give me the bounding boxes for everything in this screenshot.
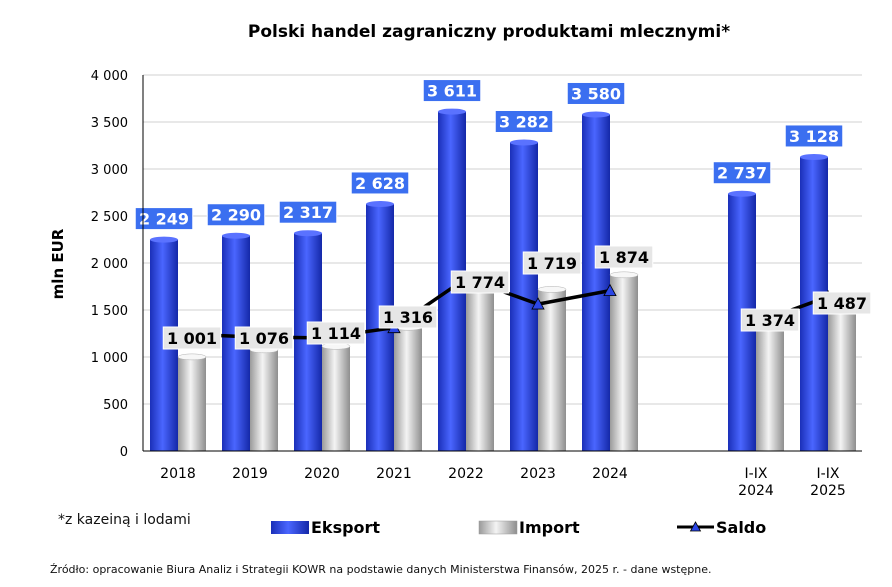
data-label-eksport-6: 3 580 [571, 84, 621, 103]
data-label-import-6: 1 874 [599, 248, 649, 267]
data-label-eksport-3: 2 628 [355, 174, 405, 193]
bar-cap-eksport-4 [438, 108, 466, 115]
bar-cap-eksport-1 [222, 232, 250, 239]
x-tick-label-1: 2019 [232, 466, 268, 482]
y-tick-label-6: 3 000 [91, 163, 128, 178]
bar-cap-import-5 [537, 286, 567, 293]
bar-cap-eksport-8 [800, 153, 828, 160]
y-tick-label-5: 2 500 [91, 210, 128, 225]
data-label-eksport-4: 3 611 [427, 82, 477, 101]
data-label-eksport-2-box [278, 200, 338, 224]
x-tick-label-7-line-1: 2024 [738, 483, 774, 499]
legend: Eksport Import Saldo [271, 518, 766, 537]
bar-import-2021 [394, 327, 422, 451]
bar-cap-import-0 [177, 353, 207, 361]
data-label-import-6-box [594, 245, 654, 269]
y-tick-label-1: 500 [103, 398, 128, 413]
y-axis-label: mln EUR [49, 228, 67, 299]
bar-cap-eksport-5 [510, 139, 538, 146]
data-label-eksport-6-box [566, 81, 626, 105]
data-label-import-5: 1 719 [527, 254, 577, 273]
x-tick-label-6: 2024 [592, 466, 628, 482]
data-label-import-8-box [812, 291, 872, 315]
data-label-eksport-0-box [134, 207, 194, 231]
bar-cap-eksport-0 [150, 236, 178, 243]
legend-label-eksport: Eksport [311, 518, 380, 537]
x-tick-label-0: 2018 [160, 466, 196, 482]
data-label-import-8: 1 487 [817, 294, 867, 313]
y-tick-label-0: 0 [120, 445, 128, 460]
x-tick-label-4: 2022 [448, 466, 484, 482]
bar-cap-eksport-3 [366, 200, 394, 207]
data-label-eksport-7-box [712, 161, 772, 185]
data-label-eksport-8-box [784, 124, 844, 148]
data-label-eksport-7: 2 737 [717, 164, 767, 183]
legend-label-import: Import [519, 518, 580, 537]
source-note: Źródło: opracowanie Biura Analiz i Strat… [50, 563, 712, 576]
bar-eksport-2024 [582, 114, 610, 451]
data-label-import-4-box [450, 270, 510, 294]
bar-import-2020 [322, 346, 350, 451]
axis-layer: 0 500 1 000 1 500 2 000 2 500 3 000 3 500 4 000 2… [91, 69, 862, 499]
data-label-import-2-box [306, 321, 366, 345]
chart-title: Polski handel zagraniczny produktami mle… [248, 22, 730, 42]
bar-import-I-IX 2024 [756, 321, 784, 451]
y-tick-label-2: 1 000 [91, 351, 128, 366]
label-layer: 2 249 2 290 2 317 2 628 3 611 3 282 3 580 2 737… [134, 79, 872, 350]
data-label-eksport-2: 2 317 [283, 203, 333, 222]
data-label-import-5-box [522, 251, 582, 275]
x-tick-label-8-line-1: 2025 [810, 483, 846, 499]
bar-import-2022 [466, 284, 494, 451]
footnote: *z kazeiną i lodami [58, 512, 191, 528]
data-label-eksport-1-box [206, 203, 266, 227]
data-label-import-0: 1 001 [167, 329, 217, 348]
y-tick-label-3: 1 500 [91, 304, 128, 319]
bar-cap-eksport-2 [294, 230, 322, 237]
y-tick-label-7: 3 500 [91, 116, 128, 131]
data-label-import-3-box [378, 305, 438, 329]
legend-swatch-eksport [271, 521, 309, 534]
y-tick-label-4: 2 000 [91, 257, 128, 272]
data-label-eksport-0: 2 249 [139, 210, 189, 229]
data-label-import-1-box [234, 326, 294, 350]
bar-import-2024 [610, 274, 638, 451]
bar-cap-eksport-7 [728, 190, 756, 197]
legend-marker-saldo [689, 521, 702, 532]
legend-label-saldo: Saldo [716, 518, 766, 537]
marker-saldo-2024 [603, 283, 617, 297]
y-tick-label-8: 4 000 [91, 69, 128, 84]
data-label-import-0-box [162, 326, 222, 350]
bar-import-2023 [538, 289, 566, 451]
bar-cap-import-6 [609, 271, 639, 279]
data-label-eksport-5-box [494, 109, 554, 133]
x-tick-label-7-line-0: I-IX [745, 466, 768, 482]
data-label-import-1: 1 076 [239, 329, 289, 348]
data-label-import-3: 1 316 [383, 308, 433, 327]
legend-swatch-import [478, 520, 518, 535]
data-label-import-7-box [740, 308, 800, 332]
data-label-eksport-3-box [350, 171, 410, 195]
data-label-import-2: 1 114 [311, 324, 361, 343]
data-label-eksport-8: 3 128 [789, 127, 839, 146]
x-tick-label-3: 2021 [376, 466, 412, 482]
bar-cap-eksport-6 [582, 111, 610, 118]
data-label-eksport-4-box [422, 79, 482, 103]
data-label-eksport-5: 3 282 [499, 112, 549, 131]
bar-import-2018 [178, 356, 206, 451]
x-tick-label-8-line-0: I-IX [817, 466, 840, 482]
marker-saldo-2023 [531, 297, 545, 310]
data-label-eksport-1: 2 290 [211, 206, 261, 225]
bar-import-2019 [250, 349, 278, 451]
bar-import-I-IX 2025 [828, 311, 856, 451]
x-tick-label-5: 2023 [520, 466, 556, 482]
data-label-import-4: 1 774 [455, 273, 505, 292]
x-tick-label-2: 2020 [304, 466, 340, 482]
data-label-import-7: 1 374 [745, 311, 795, 330]
